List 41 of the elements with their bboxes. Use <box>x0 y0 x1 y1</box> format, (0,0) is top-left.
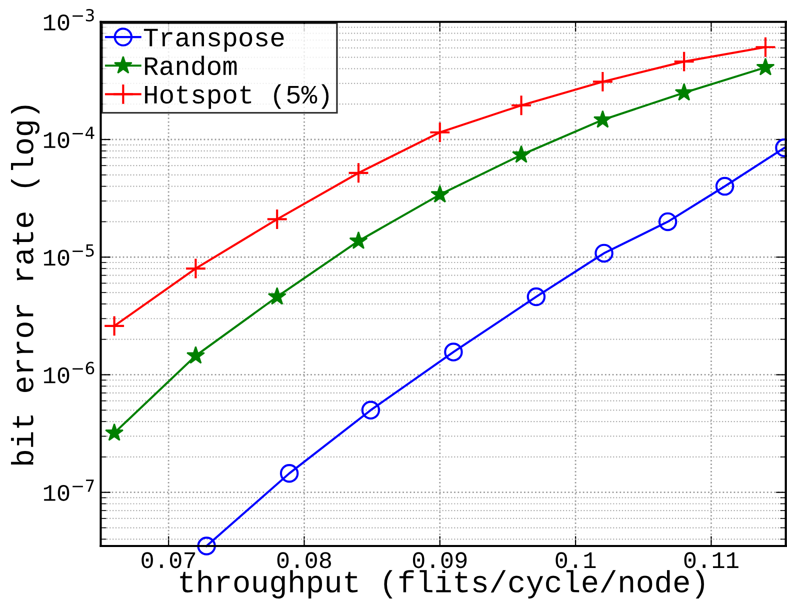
legend-label: Hotspot (5%) <box>145 84 329 109</box>
point <box>754 36 776 58</box>
point <box>105 423 124 441</box>
point <box>658 212 678 232</box>
y-tick-label: 10$^{−6}$ <box>44 362 94 384</box>
y-tick-label: 10$^{−7}$ <box>44 480 94 501</box>
point <box>186 346 205 364</box>
point <box>674 82 694 101</box>
x-axis-title: throughput (flits/cycle/node) <box>180 570 704 599</box>
point <box>197 536 216 556</box>
y-tick-label: 10$^{−3}$ <box>44 8 94 30</box>
point <box>280 464 299 483</box>
point <box>444 342 463 362</box>
point <box>592 70 614 92</box>
point <box>594 244 614 263</box>
x-tick-label: 0.08 <box>277 552 332 568</box>
point <box>361 400 380 420</box>
x-tick-label: 0.11 <box>684 552 738 568</box>
point <box>526 287 546 306</box>
x-tick-label: 0.07 <box>142 552 196 568</box>
point <box>266 208 288 230</box>
point <box>184 258 206 280</box>
point <box>430 184 450 203</box>
point <box>348 162 370 184</box>
point <box>510 94 532 116</box>
y-tick-label: 10$^{−4}$ <box>44 126 94 148</box>
point <box>673 50 695 72</box>
point <box>349 231 368 250</box>
x-tick-label: 0.1 <box>556 552 596 568</box>
point <box>512 145 531 163</box>
point <box>756 58 775 76</box>
point <box>268 287 286 305</box>
point <box>429 122 451 144</box>
legend-label: Transpose <box>144 28 284 52</box>
point <box>715 176 734 196</box>
legend-label: Random <box>145 56 237 76</box>
point <box>104 315 126 337</box>
x-tick-label: 0.09 <box>412 552 467 568</box>
point <box>593 110 612 128</box>
y-axis-title: bit error rate (log) <box>11 106 40 465</box>
y-tick-label: 10$^{−5}$ <box>44 244 94 266</box>
